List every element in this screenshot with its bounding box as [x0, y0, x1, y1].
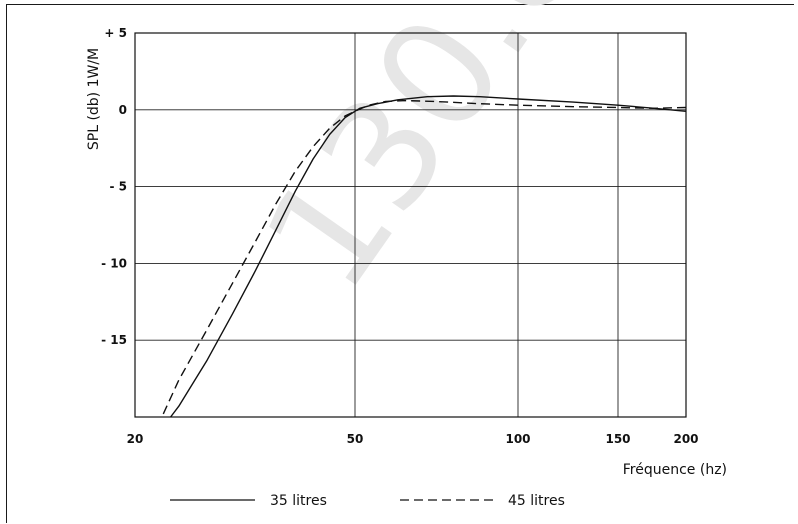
x-tick-label-150: 150 — [605, 432, 630, 446]
series-line-35-litres — [170, 95, 687, 418]
x-tick-label-200: 200 — [673, 432, 698, 446]
figure-frame — [6, 4, 794, 523]
y-tick-labels: + 5 0 - 5 - 10 - 15 — [101, 26, 127, 347]
x-tick-label-50: 50 — [347, 432, 364, 446]
x-tick-label-20: 20 — [127, 432, 144, 446]
y-tick-label-1: 0 — [119, 103, 127, 117]
plot-border — [134, 32, 687, 418]
legend: 35 litres 45 litres — [170, 493, 565, 509]
series-lines — [162, 95, 687, 418]
y-tick-label-2: - 5 — [109, 180, 127, 194]
y-tick-label-3: - 10 — [101, 256, 127, 270]
x-tick-labels: 20 50 100 150 200 — [127, 432, 699, 446]
legend-label-45-litres: 45 litres — [508, 493, 565, 509]
legend-label-35-litres: 35 litres — [270, 493, 327, 509]
y-tick-label-0: + 5 — [104, 26, 127, 40]
y-axis-title: SPL (db) 1W/M — [86, 48, 102, 150]
watermark: 130.co — [232, 0, 666, 321]
series-line-45-litres — [162, 99, 687, 415]
grid — [135, 33, 686, 417]
x-axis-title: Fréquence (hz) — [623, 462, 727, 478]
x-tick-label-100: 100 — [505, 432, 530, 446]
y-tick-label-4: - 15 — [101, 333, 127, 347]
